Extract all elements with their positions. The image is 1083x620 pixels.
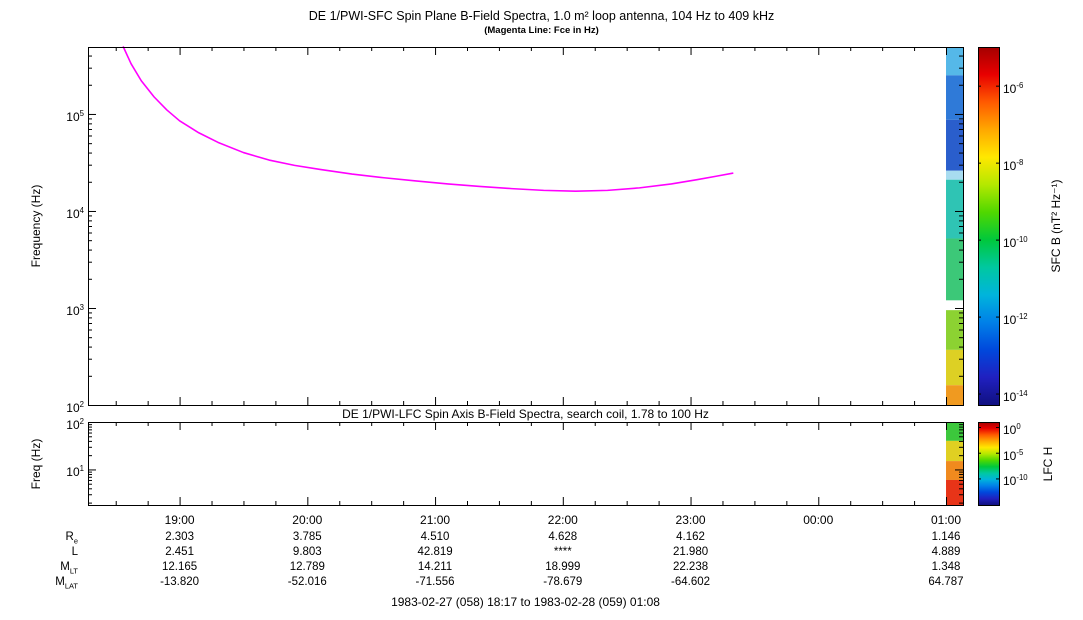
ephemeris-value: 3.785 — [292, 531, 322, 543]
ephemeris-value: 18.999 — [545, 561, 581, 573]
ephemeris-row-label: MLT — [60, 561, 78, 576]
ephemeris-value: 12.789 — [289, 561, 325, 573]
ephemeris-row-label: L — [71, 546, 78, 558]
x-tick-label: 19:00 — [164, 513, 195, 527]
page-subtitle: (Magenta Line: Fce in Hz) — [484, 25, 599, 36]
x-tick-label: 21:00 — [420, 513, 451, 527]
ephemeris-row-label: Re — [65, 531, 78, 546]
x-tick-label: 01:00 — [930, 513, 962, 527]
lfc-colorbar-tick-label: 100 — [1003, 421, 1021, 437]
sfc-colorbar-tick-label: 10-6 — [1003, 80, 1024, 96]
lfc-y-tick-label: 102 — [66, 417, 84, 432]
lfc-y-tick-label: 101 — [66, 464, 84, 480]
ephemeris-value: **** — [553, 546, 572, 558]
sfc-spectral-strip — [946, 47, 963, 405]
ephemeris-row-label: MLAT — [55, 576, 78, 591]
sfc-colorbar-tick-label: 10-10 — [1003, 234, 1028, 250]
ephemeris-value: 22.238 — [672, 561, 709, 573]
ephemeris-value: -13.820 — [160, 576, 200, 588]
ephemeris-value: 2.303 — [165, 531, 194, 543]
lfc-panel-title: DE 1/PWI-LFC Spin Axis B-Field Spectra, … — [342, 407, 709, 421]
panel-borders — [88, 47, 964, 506]
sfc-colorbar-tick-label: 10-12 — [1003, 311, 1028, 327]
ephemeris-value: 42.819 — [417, 546, 453, 558]
ephemeris-value: 4.628 — [548, 531, 578, 543]
ephemeris-value: 4.510 — [420, 531, 450, 543]
x-tick-label: 22:00 — [547, 513, 578, 527]
x-tick-label: 20:00 — [292, 513, 323, 527]
ephemeris-value: 9.803 — [292, 546, 322, 558]
x-tick-label: 23:00 — [675, 513, 706, 527]
ephemeris-value: 12.165 — [161, 561, 198, 573]
ephemeris-value: 4.889 — [931, 546, 961, 558]
time-range-caption: 1983-02-27 (058) 18:17 to 1983-02-28 (05… — [391, 595, 660, 609]
ephemeris-value: 21.980 — [672, 546, 709, 558]
ephemeris-value: -52.016 — [287, 576, 327, 588]
ephemeris-value: 64.787 — [928, 576, 964, 588]
lfc-spectral-strip — [946, 422, 963, 505]
ephemeris-value: -78.679 — [543, 576, 583, 588]
x-tick-label: 00:00 — [803, 513, 834, 527]
ephemeris-value: 1.146 — [931, 531, 961, 543]
ephemeris-value: 4.162 — [676, 531, 705, 543]
ephemeris-value: -71.556 — [415, 576, 455, 588]
ephemeris-value: 1.348 — [931, 561, 961, 573]
sfc-y-tick-label: 102 — [66, 400, 84, 415]
sfc-y-tick-label: 105 — [66, 108, 84, 124]
ephemeris-value: -64.602 — [671, 576, 711, 588]
sfc-y-tick-label: 104 — [66, 205, 84, 221]
ephemeris-value: 2.451 — [165, 546, 194, 558]
sfc-colorbar-tick-label: 10-8 — [1003, 157, 1024, 173]
lfc-colorbar-tick-label: 10-5 — [1003, 447, 1024, 463]
lfc-colorbar-tick-label: 10-10 — [1003, 473, 1028, 489]
fce-line — [122, 46, 734, 192]
sfc-colorbar-tick-label: 10-14 — [1003, 388, 1028, 404]
sfc-colorbar — [978, 47, 1000, 406]
ephemeris-value: 14.211 — [417, 561, 453, 573]
x-axis-ticks — [115, 47, 948, 405]
lfc-colorbar — [978, 422, 1000, 506]
page-title: DE 1/PWI-SFC Spin Plane B-Field Spectra,… — [308, 9, 775, 23]
sfc-y-tick-label: 103 — [66, 302, 84, 318]
